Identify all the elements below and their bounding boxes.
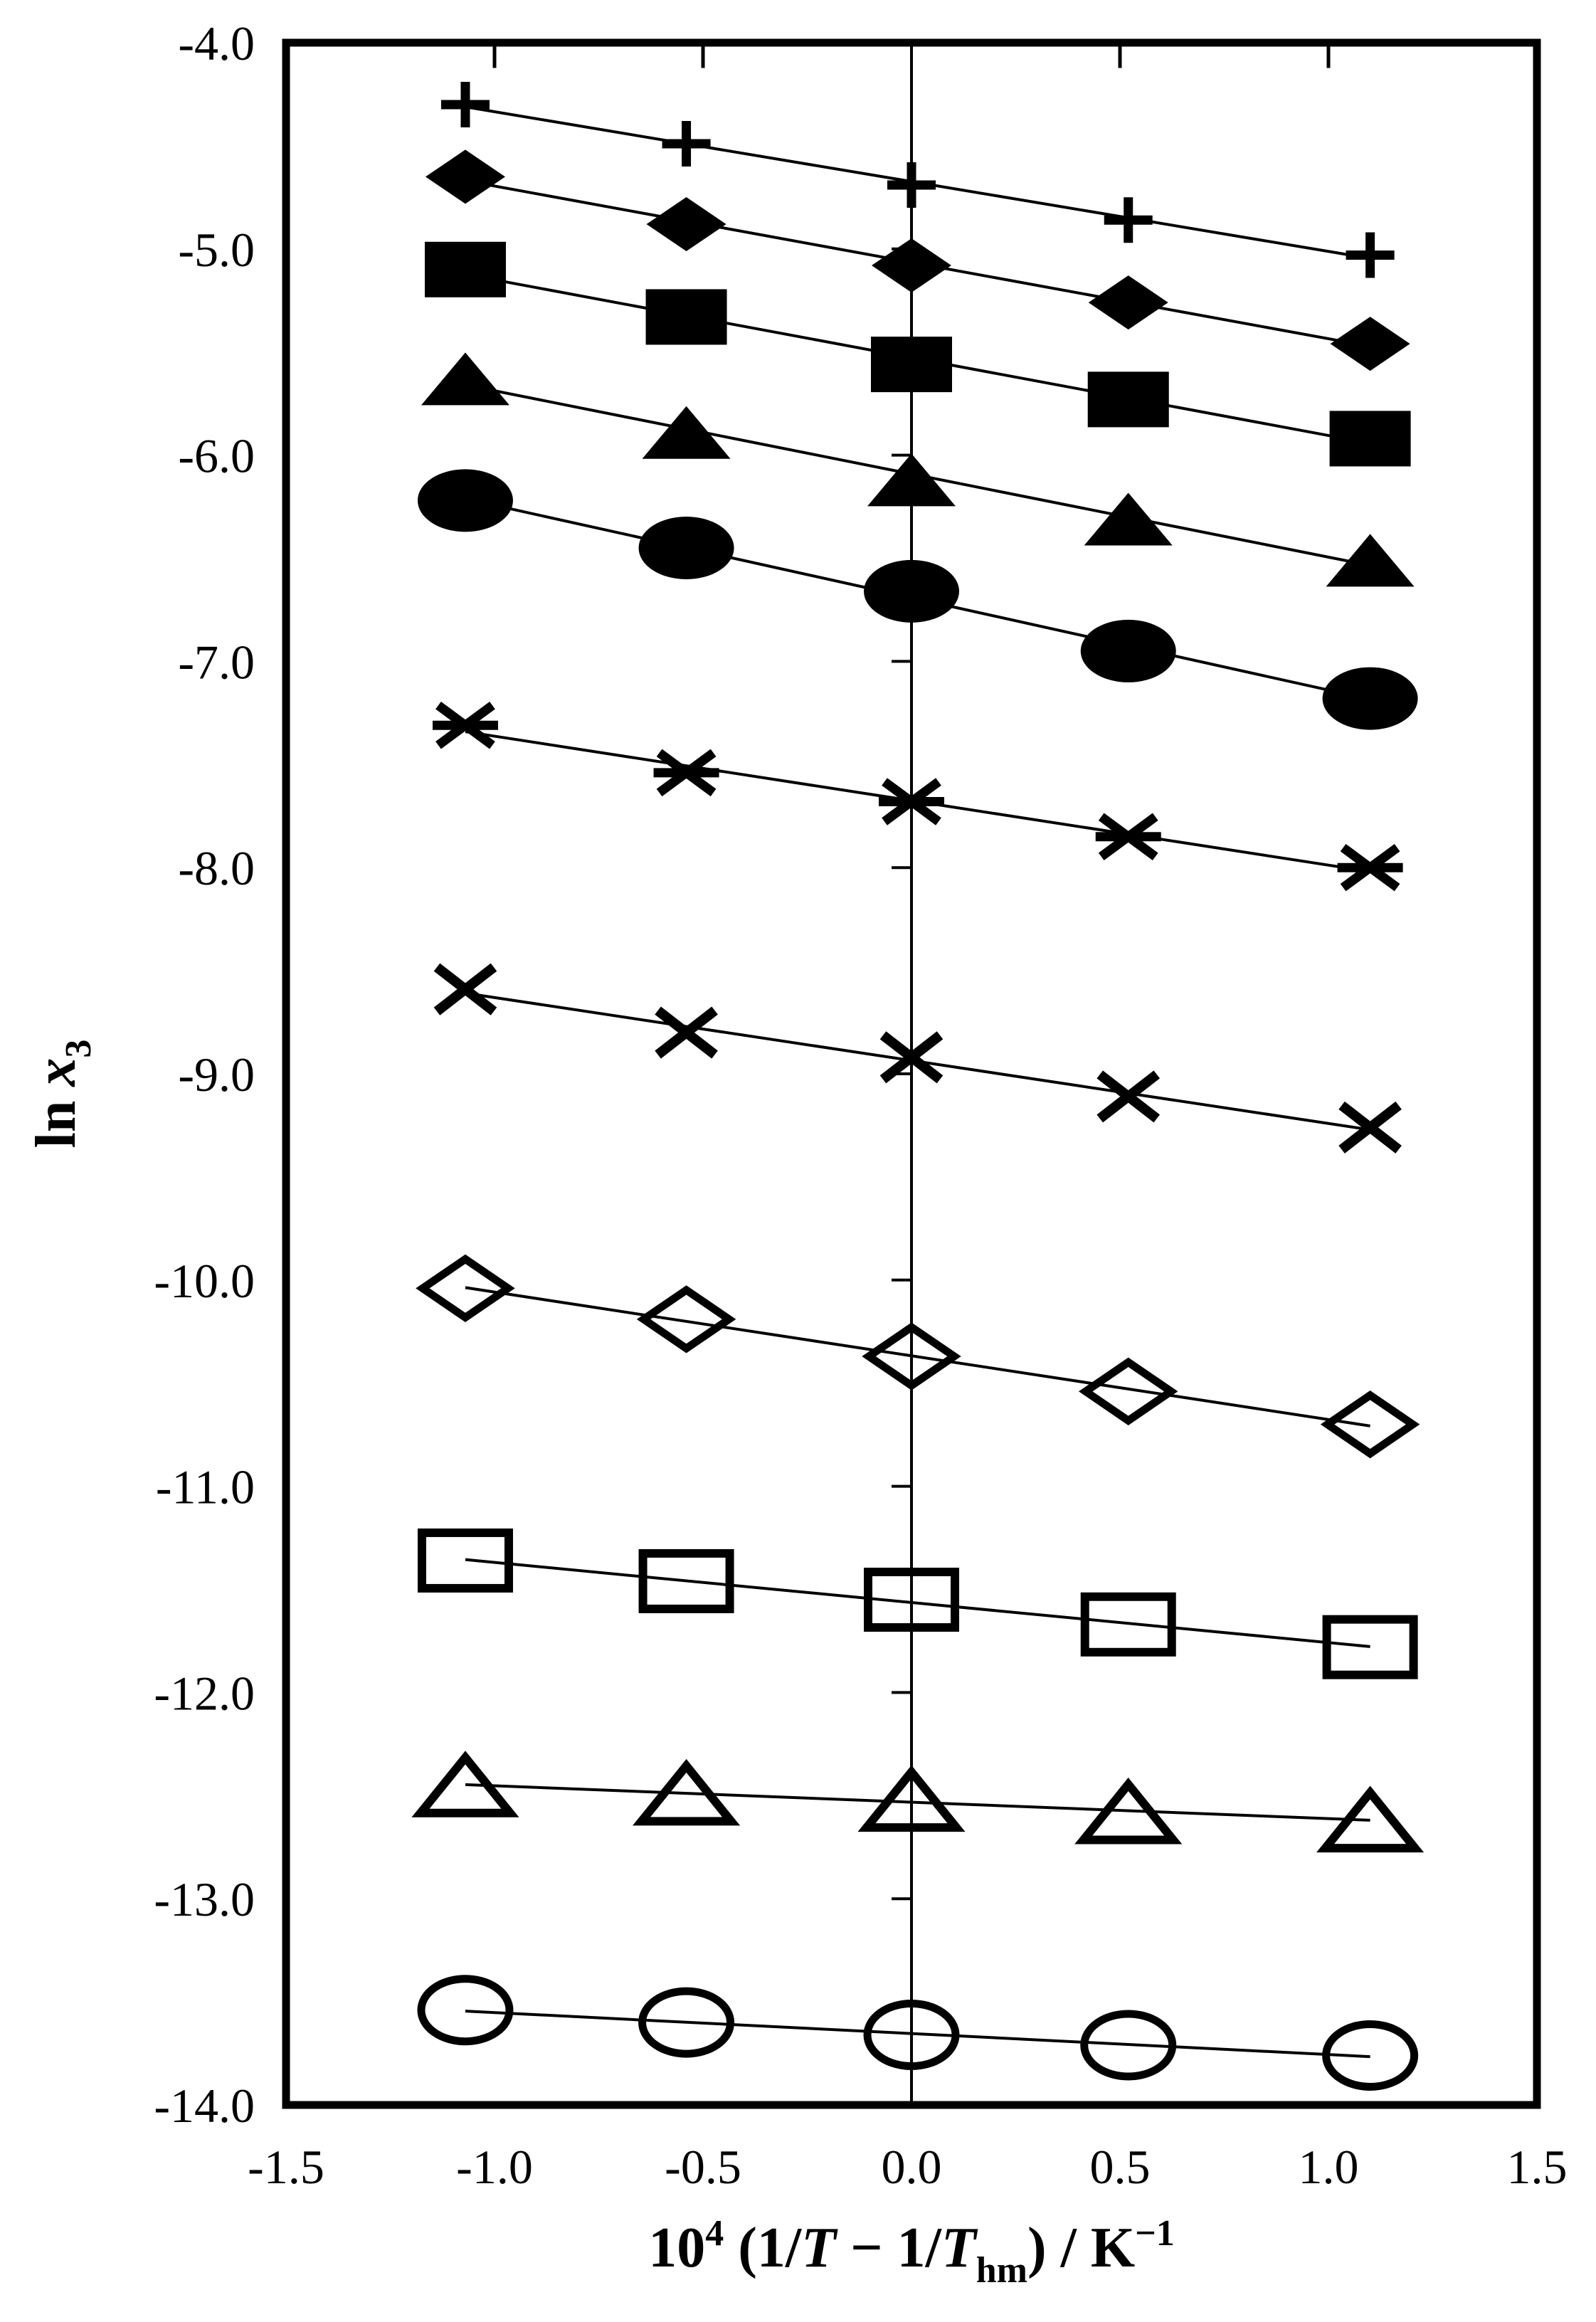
marker-triangle-filled bbox=[421, 352, 509, 406]
marker-x bbox=[655, 1006, 718, 1059]
x-tick-label: 0.5 bbox=[1090, 2140, 1151, 2194]
marker-asterisk bbox=[432, 702, 498, 749]
y-tick-label: -6.0 bbox=[178, 429, 255, 483]
marker-asterisk bbox=[879, 778, 944, 825]
series-open-triangle bbox=[411, 1751, 1425, 1853]
marker-diamond-filled bbox=[425, 149, 505, 204]
marker-diamond-filled bbox=[872, 238, 951, 292]
marker-circle-filled bbox=[1322, 667, 1418, 730]
series-open-diamond bbox=[416, 1254, 1420, 1459]
marker-triangle-open bbox=[1316, 1785, 1425, 1853]
series-filled-circle bbox=[417, 469, 1418, 730]
marker-circle-filled bbox=[638, 517, 734, 580]
marker-plus bbox=[1346, 232, 1395, 278]
trend-line bbox=[465, 2010, 1370, 2059]
series-filled-triangle bbox=[421, 352, 1415, 587]
marker-plus bbox=[1104, 197, 1153, 243]
marker-diamond-filled bbox=[1088, 275, 1168, 330]
marker-circle-filled bbox=[1080, 619, 1176, 682]
marker-diamond-open bbox=[862, 1322, 961, 1390]
marker-circle-filled bbox=[417, 469, 513, 532]
series-plus bbox=[440, 81, 1395, 278]
marker-asterisk bbox=[1095, 813, 1161, 860]
marker-square-filled bbox=[1329, 411, 1411, 467]
x-tick-label: -1.0 bbox=[456, 2140, 533, 2194]
marker-square-filled bbox=[645, 289, 727, 345]
x-tick-label: 1.5 bbox=[1507, 2140, 1568, 2194]
marker-triangle-open bbox=[633, 1758, 741, 1826]
marker-asterisk bbox=[1337, 843, 1403, 892]
marker-square-open bbox=[1080, 1592, 1176, 1657]
series-filled-diamond bbox=[425, 149, 1410, 371]
marker-triangle-open bbox=[411, 1751, 519, 1817]
series-open-square bbox=[417, 1528, 1418, 1679]
y-tick-label: -11.0 bbox=[156, 1460, 255, 1514]
marker-square-open bbox=[864, 1567, 959, 1632]
marker-circle-open bbox=[1322, 2020, 1419, 2091]
marker-triangle-open bbox=[1074, 1777, 1183, 1845]
marker-triangle-filled bbox=[642, 406, 731, 459]
marker-x bbox=[879, 1031, 944, 1084]
y-tick-label: -4.0 bbox=[178, 16, 255, 70]
x-axis-title: 104 (1/T − 1/Thm) / K−1 bbox=[648, 2213, 1174, 2291]
marker-diamond-open bbox=[1320, 1390, 1420, 1459]
marker-circle-filled bbox=[864, 559, 959, 623]
x-tick-label: -0.5 bbox=[665, 2140, 741, 2194]
marker-triangle-open bbox=[857, 1765, 966, 1832]
y-tick-label: -9.0 bbox=[178, 1047, 255, 1102]
y-tick-label: -13.0 bbox=[154, 1872, 255, 1926]
marker-circle-open bbox=[417, 1975, 514, 2046]
series-filled-square bbox=[424, 241, 1411, 467]
marker-square-filled bbox=[871, 337, 952, 393]
marker-circle-open bbox=[638, 1987, 735, 2058]
trend-line bbox=[465, 1783, 1370, 1822]
marker-square-filled bbox=[1087, 371, 1169, 428]
trend-line bbox=[465, 1286, 1370, 1427]
marker-square-open bbox=[1322, 1615, 1418, 1679]
marker-asterisk bbox=[653, 749, 719, 797]
marker-x bbox=[433, 963, 497, 1015]
x-tick-label: 1.0 bbox=[1299, 2140, 1359, 2194]
x-tick-label: 0.0 bbox=[882, 2140, 942, 2194]
marker-square-open bbox=[638, 1548, 734, 1613]
marker-diamond-open bbox=[636, 1285, 736, 1353]
marker-x bbox=[1338, 1101, 1402, 1154]
marker-triangle-filled bbox=[1326, 534, 1415, 587]
y-tick-label: -8.0 bbox=[178, 841, 255, 895]
marker-triangle-filled bbox=[867, 453, 956, 507]
marker-plus bbox=[662, 121, 711, 167]
y-tick-label: -5.0 bbox=[178, 223, 255, 277]
y-tick-label: -7.0 bbox=[178, 635, 255, 689]
marker-x bbox=[1096, 1070, 1161, 1123]
series-asterisk bbox=[432, 702, 1403, 892]
marker-plus bbox=[440, 81, 490, 127]
y-tick-label: -10.0 bbox=[154, 1254, 255, 1308]
marker-circle-open bbox=[863, 1999, 960, 2070]
marker-diamond-filled bbox=[646, 197, 726, 252]
y-tick-label: -14.0 bbox=[154, 2079, 255, 2133]
marker-square-filled bbox=[424, 241, 506, 297]
marker-diamond-filled bbox=[1330, 317, 1410, 371]
y-tick-label: -12.0 bbox=[154, 1666, 255, 1720]
y-axis-title: ln x3 bbox=[25, 1040, 99, 1149]
trend-line bbox=[465, 1558, 1370, 1648]
marker-square-open bbox=[417, 1528, 513, 1593]
marker-triangle-filled bbox=[1084, 492, 1173, 546]
marker-diamond-open bbox=[416, 1254, 515, 1323]
x-tick-label: -1.5 bbox=[248, 2140, 324, 2194]
series-open-circle bbox=[417, 1975, 1419, 2091]
marker-diamond-open bbox=[1078, 1357, 1178, 1425]
marker-plus bbox=[887, 162, 936, 208]
series-x-cross bbox=[433, 963, 1402, 1154]
marker-circle-open bbox=[1080, 2010, 1177, 2081]
